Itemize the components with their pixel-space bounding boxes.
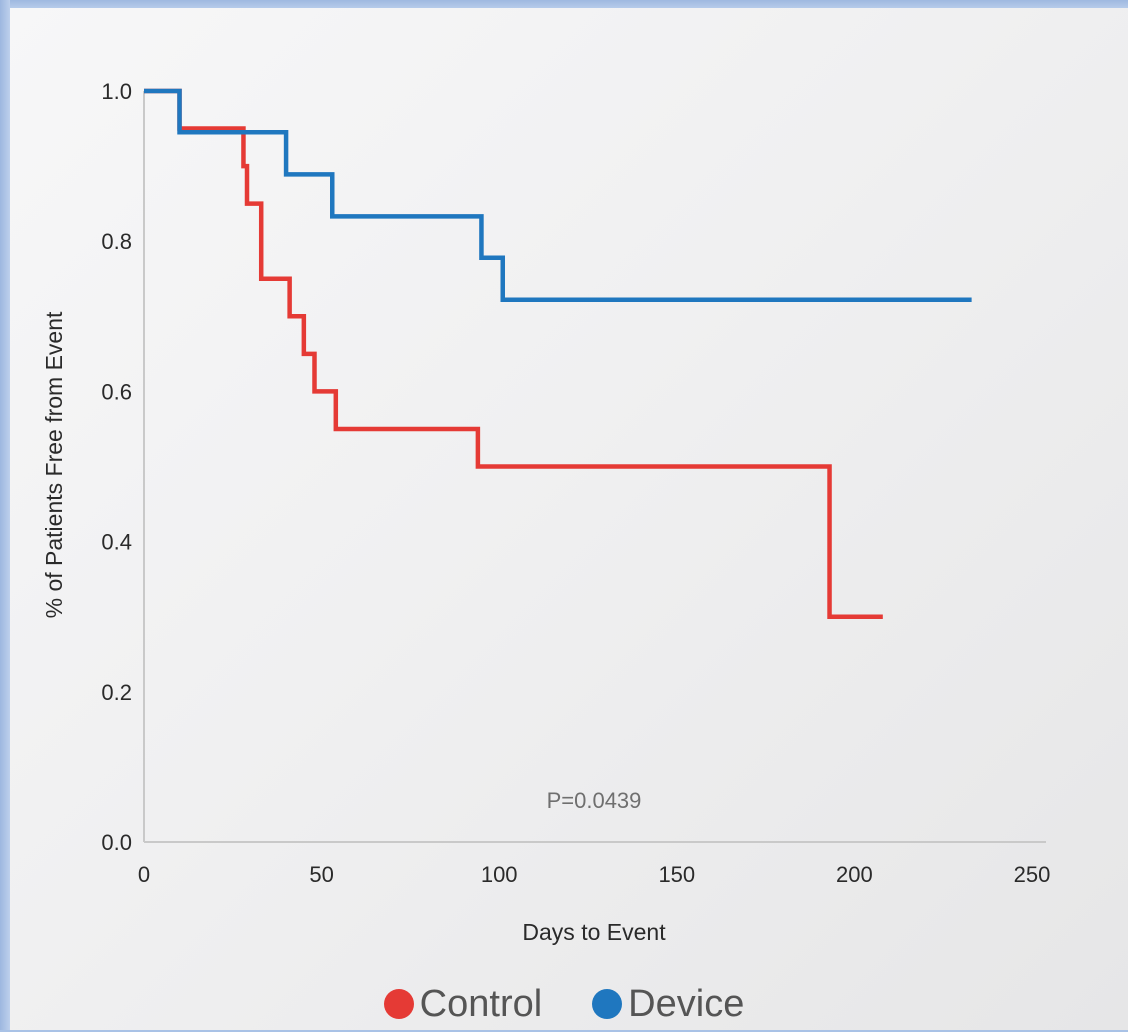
x-tick-label: 150 bbox=[658, 862, 695, 887]
legend-label-control: Control bbox=[419, 982, 543, 1025]
x-tick-labels: 0 50 100 150 200 250 bbox=[138, 862, 1050, 887]
window-frame-left bbox=[0, 0, 10, 1030]
chart-axes bbox=[143, 91, 1046, 843]
legend: Control Device bbox=[0, 976, 1128, 1032]
y-tick-label: 0.6 bbox=[101, 379, 132, 404]
legend-item-control: Control bbox=[383, 982, 543, 1026]
series-layer bbox=[144, 88, 972, 619]
y-tick-labels: 0.0 0.2 0.4 0.6 0.8 1.0 bbox=[101, 79, 132, 855]
x-axis-title: Days to Event bbox=[522, 919, 666, 945]
x-tick-label: 0 bbox=[138, 862, 150, 887]
legend-item-device: Device bbox=[592, 983, 744, 1026]
x-tick-label: 250 bbox=[1014, 862, 1051, 887]
y-tick-label: 0.0 bbox=[101, 830, 132, 855]
y-tick-label: 1.0 bbox=[101, 79, 132, 104]
y-tick-label: 0.8 bbox=[101, 229, 132, 254]
legend-swatch-device bbox=[592, 989, 623, 1019]
series-line-device bbox=[144, 88, 972, 303]
legend-swatch-control bbox=[383, 989, 414, 1019]
y-tick-label: 0.2 bbox=[101, 680, 132, 705]
chart-panel bbox=[10, 8, 1128, 1030]
p-value-annotation: P=0.0439 bbox=[547, 788, 642, 813]
series-line-control bbox=[144, 88, 883, 619]
x-tick-label: 100 bbox=[481, 862, 518, 887]
window-frame-top bbox=[0, 0, 1128, 8]
y-tick-label: 0.4 bbox=[101, 530, 132, 555]
x-tick-label: 50 bbox=[309, 862, 333, 887]
x-tick-label: 200 bbox=[836, 862, 873, 887]
y-axis-title: % of Patients Free from Event bbox=[41, 311, 67, 618]
legend-label-device: Device bbox=[628, 982, 745, 1025]
